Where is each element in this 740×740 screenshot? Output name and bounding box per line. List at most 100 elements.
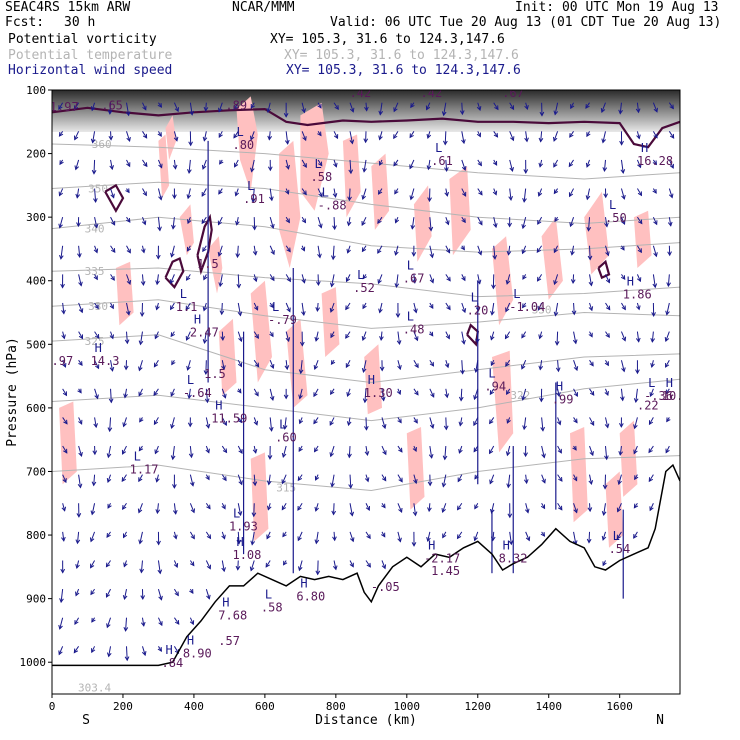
hl-value: 1.30 [364, 386, 393, 400]
wind-vector-head [140, 281, 146, 286]
wind-vector [221, 302, 223, 315]
wind-vector [489, 417, 495, 424]
wind-vector [301, 188, 307, 195]
wind-vector [330, 388, 335, 395]
wind-vector-head [537, 191, 543, 197]
wind-vector [621, 302, 626, 310]
wind-vector-head [318, 223, 323, 229]
wind-vector [138, 360, 143, 371]
wind-vector-head [174, 619, 180, 625]
hl-value: 1.45 [431, 564, 460, 578]
wind-vector-head [265, 562, 270, 568]
wind-vector-head [636, 305, 641, 311]
wind-vector [60, 245, 64, 259]
wind-vector-head [412, 511, 418, 517]
wind-vector [586, 159, 590, 168]
fcst-value: 30 h [64, 15, 96, 30]
wind-vector [62, 302, 65, 314]
wind-vector-head [254, 362, 260, 368]
wind-vector [218, 102, 223, 112]
wind-vector-head [413, 308, 418, 314]
wind-vector [428, 503, 431, 512]
wind-vector-head [523, 169, 529, 174]
wind-vector-head [140, 595, 146, 601]
wind-vector [652, 131, 658, 138]
wind-vector [284, 417, 287, 429]
y-tick-label: 600 [26, 402, 46, 415]
wind-vector [282, 445, 287, 458]
wind-vector [461, 331, 465, 344]
wind-vector-head [138, 539, 143, 545]
wind-vector [636, 159, 642, 168]
wind-vector [413, 417, 418, 424]
wind-vector-head [78, 451, 83, 457]
wind-vector-head [58, 131, 64, 137]
wind-vector [317, 245, 321, 258]
wind-vector-head [522, 425, 527, 431]
wind-vector [76, 188, 80, 198]
wind-shade-patch [364, 344, 382, 415]
wind-vector-head [492, 160, 498, 166]
wind-vector-head [461, 276, 466, 282]
wind-vector [94, 217, 98, 228]
wind-vector [665, 445, 670, 453]
wind-vector-head [585, 104, 590, 109]
wind-vector-head [91, 481, 97, 487]
wind-vector-head [171, 224, 176, 230]
wind-vector-head [252, 250, 258, 256]
wind-vector-head [222, 421, 227, 426]
wind-vector [154, 445, 159, 454]
wind-vector-head [427, 197, 432, 203]
wind-vector [331, 474, 335, 487]
wind-vector [473, 417, 479, 426]
wind-vector [668, 102, 674, 109]
hl-symbol: H [194, 313, 201, 327]
wind-vector [172, 217, 175, 229]
wind-vector [253, 359, 260, 367]
wind-vector-head [635, 337, 641, 343]
y-tick-label: 300 [26, 211, 46, 224]
wind-vector [123, 531, 127, 538]
wind-vector [59, 617, 64, 630]
wind-speed-shading [59, 96, 652, 548]
wind-vector-head [490, 335, 495, 341]
hl-symbol: L [134, 449, 141, 463]
wind-vector [474, 531, 479, 541]
wind-vector [189, 474, 194, 486]
wind-vector [173, 560, 178, 568]
wind-vector-head [252, 481, 258, 487]
wind-vector [473, 445, 479, 452]
wind-vector-head [604, 391, 609, 397]
theta-line [52, 181, 680, 225]
wind-vector-head [206, 594, 211, 600]
wind-vector-head [378, 308, 383, 314]
wind-vector [332, 245, 335, 260]
wind-vector-head [446, 305, 451, 311]
wind-vector [157, 617, 163, 626]
wind-vector [62, 388, 67, 396]
wind-vector [493, 245, 496, 259]
wind-vector [648, 445, 654, 453]
wind-vectors [58, 102, 675, 662]
wind-vector [205, 445, 210, 453]
hl-value: .50 [605, 211, 627, 225]
wind-vector-head [605, 305, 611, 311]
wind-vector-head [427, 507, 432, 513]
wind-vector [427, 159, 431, 170]
wind-vector-head [187, 219, 192, 225]
wind-vector-head [637, 248, 642, 254]
wind-vector [381, 388, 385, 401]
wind-vector-head [202, 306, 208, 312]
wind-vector [333, 560, 337, 570]
wind-vector-head [489, 449, 494, 455]
wind-vector-head [172, 509, 178, 515]
wind-vector [349, 531, 354, 542]
wind-vector-head [284, 365, 290, 371]
wind-vector [73, 102, 80, 110]
wind-vector [636, 302, 640, 310]
wind-vector [333, 159, 337, 167]
wind-vector [427, 531, 431, 542]
wind-vector-head [63, 448, 68, 454]
wind-shade-patch [165, 115, 177, 160]
